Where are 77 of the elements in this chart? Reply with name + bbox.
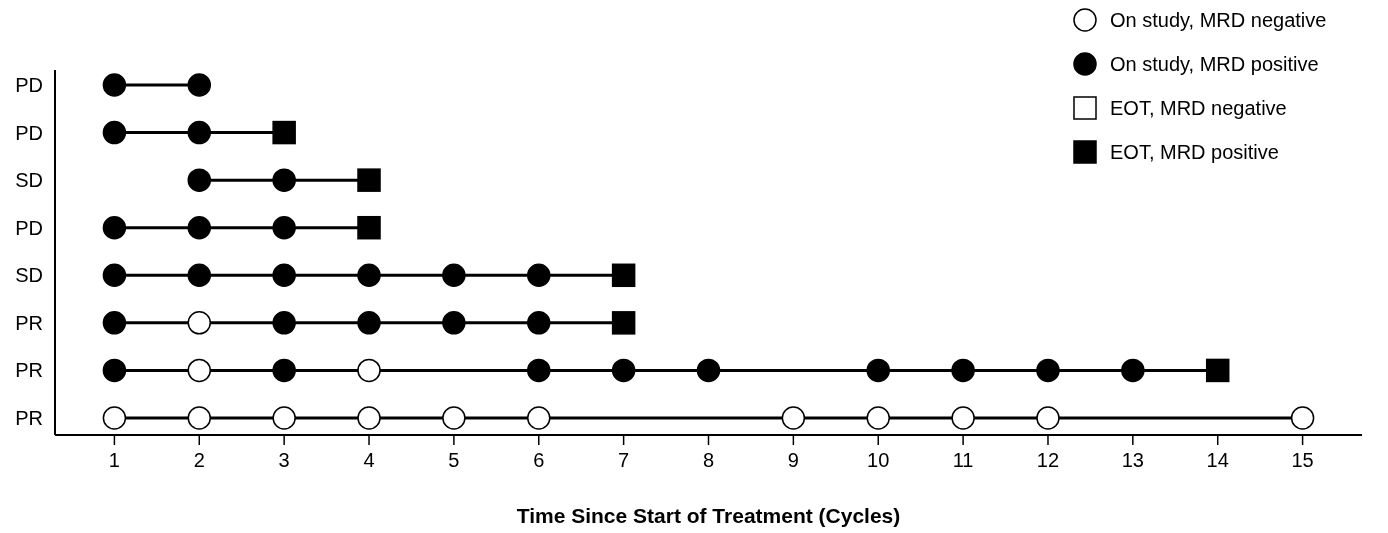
point xyxy=(781,406,806,430)
legend-label: EOT, MRD positive xyxy=(1110,141,1279,163)
point xyxy=(696,358,721,383)
x-tick-label: 2 xyxy=(193,449,205,471)
x-tick-label: 12 xyxy=(1036,449,1060,471)
point xyxy=(272,120,296,145)
y-tick-label: PD xyxy=(15,216,43,239)
point xyxy=(102,406,127,430)
point xyxy=(527,263,551,288)
point xyxy=(187,73,212,97)
point xyxy=(272,215,296,240)
y-tick-label: PR xyxy=(15,359,43,382)
point xyxy=(951,358,975,383)
y-tick-label: PD xyxy=(15,74,43,96)
x-tick-label: 3 xyxy=(278,449,290,471)
y-tick-label: SD xyxy=(15,169,43,192)
point xyxy=(272,311,296,335)
x-tick-label: 15 xyxy=(1291,449,1314,471)
point xyxy=(102,73,127,97)
point xyxy=(357,406,381,430)
point xyxy=(187,168,212,192)
point xyxy=(442,263,466,288)
point xyxy=(357,168,381,192)
point xyxy=(272,263,296,288)
point xyxy=(357,358,381,383)
x-tick-label: 6 xyxy=(533,449,545,471)
x-tick-label: 13 xyxy=(1121,449,1144,471)
y-tick-label: PR xyxy=(15,311,43,334)
point xyxy=(187,120,212,145)
point xyxy=(611,358,636,383)
x-tick-label: 1 xyxy=(108,449,120,471)
point xyxy=(442,311,466,335)
point xyxy=(951,406,975,430)
point xyxy=(272,406,296,430)
legend-label: On study, MRD positive xyxy=(1110,53,1319,75)
point xyxy=(1205,358,1230,383)
point xyxy=(187,358,212,383)
legend-label: On study, MRD negative xyxy=(1110,9,1327,31)
x-tick-label: 4 xyxy=(363,449,375,471)
point xyxy=(272,168,296,192)
x-tick-label: 5 xyxy=(448,449,460,471)
point xyxy=(102,120,127,145)
x-tick-label: 7 xyxy=(618,449,630,471)
point xyxy=(527,311,551,335)
point xyxy=(102,215,127,240)
point xyxy=(357,215,381,240)
x-tick-label: 11 xyxy=(952,449,974,471)
point xyxy=(611,311,636,335)
point xyxy=(1290,406,1315,430)
point xyxy=(272,358,296,383)
point xyxy=(527,358,551,383)
point xyxy=(442,406,466,430)
point xyxy=(102,311,127,335)
point xyxy=(187,311,212,335)
point xyxy=(1121,358,1145,383)
point xyxy=(187,215,212,240)
x-axis-title: Time Since Start of Treatment (Cycles) xyxy=(516,504,901,527)
point xyxy=(187,406,212,430)
x-tick-label: 9 xyxy=(787,449,799,471)
point xyxy=(1036,358,1060,383)
point xyxy=(357,311,381,335)
y-tick-label: SD xyxy=(15,264,43,287)
x-tick-label: 10 xyxy=(867,449,890,471)
point xyxy=(357,263,381,288)
point xyxy=(866,358,890,383)
point xyxy=(102,263,127,288)
y-tick-label: PD xyxy=(15,121,43,144)
x-tick-label: 8 xyxy=(702,449,715,471)
legend-label: EOT, MRD negative xyxy=(1110,97,1287,119)
point xyxy=(1036,406,1060,430)
point xyxy=(866,406,890,430)
point xyxy=(527,406,551,430)
point xyxy=(102,358,127,383)
x-tick-label: 14 xyxy=(1206,449,1229,471)
point xyxy=(611,263,636,288)
y-tick-label: PR xyxy=(15,407,43,429)
point xyxy=(187,263,212,288)
